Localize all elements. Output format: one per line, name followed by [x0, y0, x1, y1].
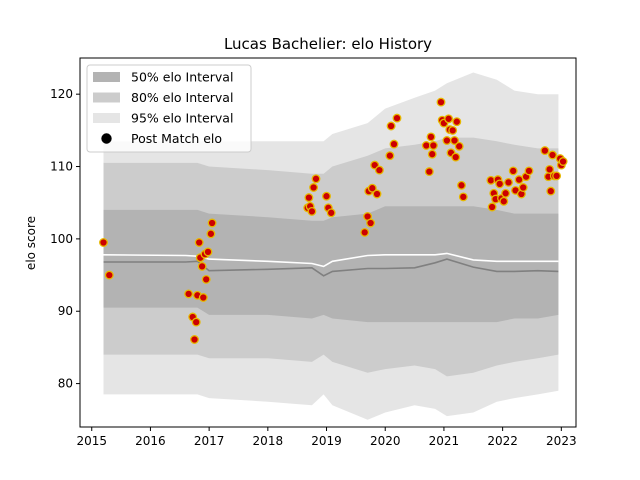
y-axis-label: elo score — [24, 216, 38, 270]
post-match-elo-point — [99, 238, 108, 247]
post-match-elo-point — [451, 152, 461, 162]
y-tick-label: 120 — [50, 87, 73, 101]
post-match-elo-point — [197, 261, 207, 271]
post-match-elo-point — [428, 141, 438, 150]
mean-elo-line — [103, 252, 559, 268]
post-match-elo-point — [454, 141, 464, 151]
post-match-elo-point — [444, 114, 454, 124]
median-elo-line — [103, 258, 559, 277]
y-tick-label: 90 — [58, 304, 73, 318]
post-match-elo-point — [427, 149, 437, 159]
post-match-elo-point — [448, 125, 458, 135]
post-match-elo-point — [552, 171, 562, 181]
post-match-elo-point — [304, 193, 314, 203]
legend-entry-label: 50% elo Interval — [131, 70, 233, 85]
chart-title: Lucas Bachelier: elo History — [224, 35, 432, 53]
legend-marker — [101, 133, 112, 144]
post-match-elo-point — [201, 274, 211, 284]
x-tick-label: 2016 — [135, 434, 166, 448]
x-tick-label: 2018 — [253, 434, 284, 448]
post-match-elo-point — [442, 136, 452, 145]
post-match-elo-point — [548, 150, 557, 160]
post-match-elo-point — [495, 179, 505, 189]
plot-area: 2015 2016 2017 2018 2019 2020 2021 2022 2023 80 90… — [50, 57, 577, 448]
post-match-elo-point — [540, 146, 550, 156]
post-match-elo-point — [203, 247, 213, 257]
legend-entry-label: 95% elo Interval — [131, 111, 233, 126]
legend-swatch — [93, 92, 120, 103]
post-match-elo-point — [392, 113, 402, 123]
y-tick-label: 80 — [58, 377, 73, 391]
x-tick-label: 2021 — [429, 434, 460, 448]
post-match-elo-point — [545, 164, 555, 174]
post-match-elo-point — [426, 132, 436, 142]
post-match-elo-point — [372, 189, 382, 199]
post-match-elo-point — [424, 167, 434, 177]
post-match-elo-point — [207, 218, 217, 228]
x-tick-label: 2015 — [76, 434, 107, 448]
x-tick-label: 2019 — [311, 434, 342, 448]
x-tick-label: 2023 — [546, 434, 577, 448]
post-match-elo-point — [322, 191, 331, 201]
post-match-elo-point — [389, 139, 399, 149]
post-match-elo-point — [104, 270, 114, 280]
post-match-elo-point — [326, 208, 336, 218]
post-match-elo-point — [546, 186, 556, 196]
post-match-elo-point — [367, 183, 377, 193]
x-tick-label: 2020 — [370, 434, 401, 448]
post-match-elo-point — [309, 183, 319, 192]
post-match-elo-point — [386, 121, 396, 131]
post-match-elo-point — [307, 206, 317, 216]
legend-box — [86, 64, 252, 153]
post-match-elo-point — [198, 293, 208, 302]
post-match-elo-point — [457, 180, 466, 190]
post-match-elo-point — [366, 218, 376, 228]
post-match-elo-point — [499, 196, 509, 206]
post-match-elo-point — [504, 177, 513, 187]
legend: 50% elo Interval 80% elo Interval 95% elo … — [86, 64, 252, 153]
post-match-elo-point — [190, 335, 199, 344]
post-match-elo-point — [184, 289, 194, 299]
post-match-elo-point — [385, 151, 395, 161]
x-tick-label: 2017 — [194, 434, 225, 448]
x-tick-label: 2022 — [487, 434, 518, 448]
post-match-elo-point — [518, 183, 528, 192]
post-match-elo-point — [508, 166, 518, 176]
post-match-elo-point — [206, 229, 216, 239]
legend-swatch — [93, 113, 120, 123]
y-tick-label: 110 — [50, 160, 73, 174]
legend-entry-label: Post Match elo — [131, 131, 222, 146]
post-match-elo-point — [452, 117, 462, 127]
post-match-elo-point — [450, 136, 459, 145]
post-match-elo-point — [458, 192, 468, 202]
y-tick-label: 100 — [50, 232, 73, 246]
post-match-elo-point — [194, 238, 204, 247]
post-match-elo-point — [436, 97, 446, 107]
post-match-elo-point — [487, 202, 497, 212]
interval-50-band — [103, 206, 559, 323]
post-match-elo-point — [524, 166, 534, 176]
post-match-elo-point — [501, 188, 511, 198]
plot-frame — [79, 57, 577, 428]
post-match-elo-point — [374, 165, 384, 175]
post-match-elo-point — [311, 174, 321, 184]
post-match-elo-point — [558, 157, 568, 166]
post-match-elo-point — [191, 317, 201, 327]
post-match-elo-point — [360, 227, 370, 237]
legend-entry-label: 80% elo Interval — [131, 90, 233, 105]
legend-swatch — [93, 72, 120, 82]
